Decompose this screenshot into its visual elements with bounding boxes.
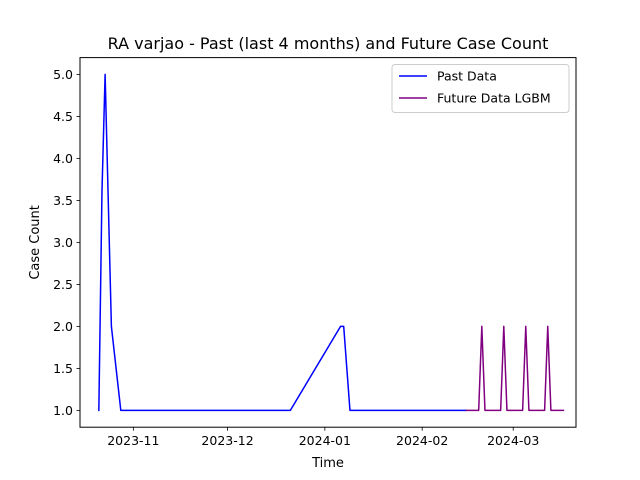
legend-frame: [391, 64, 570, 113]
y-tick-label: 1.0: [53, 403, 73, 418]
y-tick-label: 1.5: [53, 361, 73, 376]
x-tick-label: 2023-12: [201, 433, 253, 448]
x-axis-label: Time: [311, 456, 344, 471]
y-tick-label: 5.0: [53, 67, 73, 82]
y-axis: 1.0 1.5 2.0 2.5 3.0 3.5 4.0 4.5 5.0: [53, 67, 80, 418]
y-tick-label: 4.0: [53, 151, 73, 166]
x-tick-label: 2023-11: [107, 433, 159, 448]
x-tick-label: 2024-01: [299, 433, 351, 448]
x-tick-label: 2024-03: [487, 433, 539, 448]
series-line-past-data: [98, 73, 467, 412]
legend-label-past-data: Past Data: [437, 69, 497, 84]
series-line-future-data-lgbm: [465, 325, 565, 412]
x-axis: 2023-11 2023-12 2024-01 2024-02 2024-03: [107, 427, 539, 448]
legend: Past Data Future Data LGBM: [391, 64, 570, 113]
y-axis-label: Case Count: [28, 205, 43, 280]
series-layer: [98, 73, 565, 412]
chart-title: RA varjao - Past (last 4 months) and Fut…: [108, 34, 549, 53]
y-tick-label: 3.0: [53, 235, 73, 250]
y-tick-label: 3.5: [53, 193, 73, 208]
legend-label-future-data-lgbm: Future Data LGBM: [437, 91, 551, 106]
x-tick-label: 2024-02: [396, 433, 448, 448]
y-tick-label: 2.5: [53, 277, 73, 292]
y-tick-label: 4.5: [53, 109, 73, 124]
y-tick-label: 2.0: [53, 319, 73, 334]
